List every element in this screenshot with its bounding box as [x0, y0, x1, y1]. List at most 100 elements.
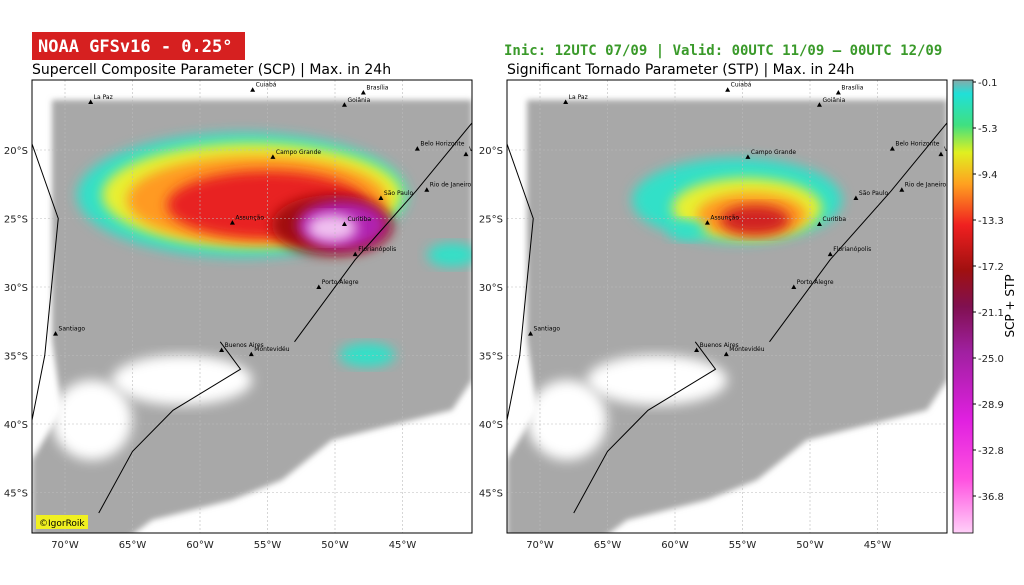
city-label: Belo Horizonte: [420, 141, 464, 148]
city-label: Vitó: [469, 146, 481, 153]
city-label: Porto Alegre: [322, 279, 359, 286]
colorbar-tick-label: -32.8: [978, 446, 1004, 457]
city-label: Florianópolis: [358, 246, 396, 253]
city-marker: [250, 87, 256, 92]
city-marker: [816, 102, 822, 107]
lon-label: 60°W: [661, 540, 689, 551]
lat-label: 40°S: [479, 420, 503, 431]
colorbar-tick-label: -21.1: [978, 308, 1004, 319]
credit-bg: [36, 515, 88, 529]
lat-label: 30°S: [479, 283, 503, 294]
city-marker: [938, 151, 944, 157]
city-label: Rio de Janeiro: [905, 182, 947, 189]
city-label: Campo Grande: [276, 149, 322, 156]
frame: [31, 79, 473, 534]
city-marker: [827, 251, 833, 257]
colorbar-tick-label: -9.4: [978, 170, 998, 181]
panel-title: Supercell Composite Parameter (SCP) | Ma…: [32, 62, 391, 78]
city-label: Goiânia: [822, 97, 845, 104]
field: [669, 220, 705, 240]
city-label: Goiânia: [347, 97, 370, 104]
lon-label: 65°W: [119, 540, 147, 551]
city-label: Buenos Aires: [225, 342, 264, 349]
field: [720, 205, 790, 235]
lon-label: 50°W: [796, 540, 824, 551]
lon-label: 50°W: [321, 540, 349, 551]
city-marker: [889, 146, 895, 151]
frame: [506, 79, 948, 534]
coastline: [507, 122, 947, 514]
lat-label: 20°S: [4, 146, 28, 157]
city-label: Buenos Aires: [700, 342, 739, 349]
city-marker: [352, 251, 358, 257]
city-marker: [704, 220, 710, 225]
city-marker: [248, 351, 254, 357]
colorbar-tick-label: -36.8: [978, 492, 1004, 503]
city-marker: [528, 331, 534, 336]
city-label: Porto Alegre: [797, 279, 834, 286]
city-label: São Paulo: [384, 190, 414, 197]
city-marker: [360, 89, 366, 95]
lat-label: 40°S: [4, 420, 28, 431]
credit: ©IgorRoik: [39, 519, 85, 529]
coastline: [32, 122, 472, 514]
run-info: Inic: 12UTC 07/09 | Valid: 00UTC 11/09 —…: [504, 43, 942, 59]
city-marker: [341, 221, 347, 226]
colorbar-tick-label: -5.3: [978, 124, 998, 135]
city-marker: [229, 220, 235, 225]
city-label: Assunção: [710, 215, 739, 222]
city-label: Assunção: [235, 215, 264, 222]
city-marker: [378, 195, 384, 200]
city-marker: [725, 87, 731, 92]
city-marker: [88, 99, 94, 105]
city-label: Brasília: [841, 84, 863, 91]
city-label: Brasília: [366, 84, 388, 91]
city-marker: [791, 284, 797, 289]
city-marker: [341, 102, 347, 107]
lat-label: 45°S: [479, 489, 503, 500]
lat-label: 20°S: [479, 146, 503, 157]
city-marker: [53, 331, 59, 336]
badge: NOAA GFSv16 - 0.25°: [38, 37, 232, 57]
city-label: La Paz: [94, 94, 113, 101]
city-label: Curitiba: [822, 216, 846, 223]
city-label: Santiago: [59, 326, 86, 333]
field: [307, 214, 357, 242]
colorbar-tick-label: -17.2: [978, 262, 1004, 273]
lon-label: 45°W: [864, 540, 892, 551]
white-gap: [527, 380, 607, 460]
lon-label: 55°W: [729, 540, 757, 551]
city-marker: [853, 195, 859, 200]
city-label: Cuiabá: [256, 82, 277, 89]
lat-label: 25°S: [4, 215, 28, 226]
colorbar-tick-label: -25.0: [978, 354, 1004, 365]
city-marker: [463, 151, 469, 157]
city-label: Curitiba: [347, 216, 371, 223]
colorbar-tick-label: -13.3: [978, 216, 1004, 227]
colorbar: [952, 79, 974, 534]
city-marker: [899, 187, 905, 192]
city-label: Montevidéu: [254, 346, 289, 353]
city-marker: [219, 347, 225, 353]
white-gap: [52, 380, 132, 460]
city-marker: [270, 154, 276, 159]
map-panel: La Paz Cuiabá Brasília Goiânia Campo Grande B…: [32, 80, 481, 533]
map-panel: La Paz Cuiabá Brasília Goiânia Campo Grande B…: [507, 80, 956, 533]
lon-label: 70°W: [51, 540, 79, 551]
city-label: Montevidéu: [729, 346, 764, 353]
city-label: Belo Horizonte: [895, 141, 939, 148]
lat-label: 30°S: [4, 283, 28, 294]
city-marker: [694, 347, 700, 353]
field: [427, 243, 472, 267]
city-label: La Paz: [569, 94, 588, 101]
lat-label: 35°S: [479, 352, 503, 363]
lon-label: 55°W: [254, 540, 282, 551]
city-label: Vitó: [944, 146, 956, 153]
white-gap: [587, 355, 727, 405]
city-marker: [414, 146, 420, 151]
badge-bg: [32, 32, 245, 60]
city-marker: [835, 89, 841, 95]
city-label: Rio de Janeiro: [430, 182, 472, 189]
city-marker: [316, 284, 322, 289]
lat-label: 45°S: [4, 489, 28, 500]
